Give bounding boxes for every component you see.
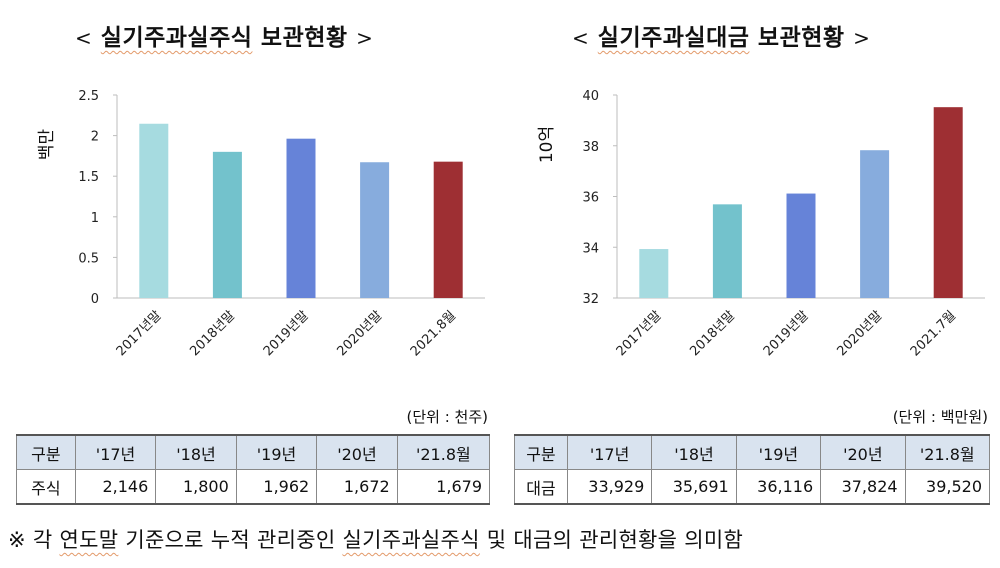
y-tick-label: 2.5 (78, 89, 99, 104)
title-open-bracket: < (75, 26, 93, 50)
x-tick-label: 2021.8월 (408, 308, 459, 359)
table-header-cell: 구분 (514, 434, 568, 470)
x-tick-label: 2017년말 (614, 308, 665, 359)
footnote-suffix: 및 대금의 관리현황을 의미함 (479, 528, 744, 552)
title-open-bracket: < (572, 26, 590, 50)
table-header-cell: '20년 (316, 434, 398, 470)
bar (433, 161, 463, 298)
left-unit-label: (단위 : 천주) (406, 408, 489, 426)
table-cell: 36,116 (735, 469, 822, 505)
title-main-text: 실기주과실주식 (100, 25, 253, 51)
table-header-row: 구분 '17년 '18년 '19년 '20년 '21.8월 (16, 434, 491, 470)
table-cell: 39,520 (904, 469, 991, 505)
table-header-cell: '18년 (155, 434, 237, 470)
footnote-middle: 기준으로 누적 관리중인 (118, 528, 343, 552)
table-header-cell: '21.8월 (396, 434, 491, 470)
footnote: ※ 각 연도말 기준으로 누적 관리중인 실기주과실주식 및 대금의 관리현황을… (8, 524, 743, 554)
table-row-header: 주식 (16, 469, 76, 505)
table-header-cell: '19년 (235, 434, 318, 470)
y-axis-label: 10억 (537, 126, 557, 163)
x-tick-label: 2019년말 (261, 308, 312, 359)
bar (212, 151, 242, 298)
table-header-cell: '20년 (820, 434, 906, 470)
y-tick-label: 36 (582, 191, 599, 206)
table-header-cell: 구분 (16, 434, 76, 470)
x-tick-label: 2018년말 (187, 308, 238, 359)
y-tick-label: 32 (582, 292, 599, 307)
y-tick-label: 34 (582, 241, 599, 256)
bar (286, 138, 316, 298)
table-header-cell: '19년 (735, 434, 822, 470)
y-tick-label: 1.5 (78, 170, 99, 185)
right-chart-title: < 실기주과실대금 보관현황 > (572, 18, 870, 52)
table-row: 주식 2,146 1,800 1,962 1,672 1,679 (16, 469, 491, 505)
table-header-cell: '18년 (651, 434, 737, 470)
table-cell: 1,800 (155, 469, 237, 505)
y-tick-label: 38 (582, 140, 599, 155)
right-data-table: 구분 '17년 '18년 '19년 '20년 '21.8월 대금 33,929 … (514, 434, 991, 505)
right-unit-label: (단위 : 백만원) (892, 408, 988, 426)
bar (639, 249, 669, 298)
y-tick-label: 40 (582, 89, 599, 104)
left-data-table: 구분 '17년 '18년 '19년 '20년 '21.8월 주식 2,146 1… (16, 434, 491, 505)
x-tick-label: 2018년말 (687, 308, 738, 359)
table-cell: 37,824 (820, 469, 906, 505)
table-cell: 35,691 (651, 469, 737, 505)
table-header-cell: '17년 (74, 434, 157, 470)
bar (860, 150, 890, 298)
x-tick-label: 2019년말 (761, 308, 812, 359)
bar (786, 193, 816, 298)
table-cell: 2,146 (74, 469, 157, 505)
table-header-row: 구분 '17년 '18년 '19년 '20년 '21.8월 (514, 434, 991, 470)
table-cell: 33,929 (566, 469, 653, 505)
y-tick-label: 0.5 (78, 251, 99, 266)
table-cell: 1,679 (396, 469, 491, 505)
title-tail-text: 보관현황 (757, 25, 845, 51)
x-tick-label: 2020년말 (835, 308, 886, 359)
bar (139, 123, 169, 298)
title-tail-text: 보관현황 (260, 25, 348, 51)
x-tick-label: 2017년말 (114, 308, 165, 359)
y-tick-label: 1 (91, 211, 99, 226)
footnote-prefix: ※ 각 (8, 528, 60, 552)
title-main-text: 실기주과실대금 (597, 25, 750, 51)
table-row: 대금 33,929 35,691 36,116 37,824 39,520 (514, 469, 991, 505)
title-close-bracket: > (853, 26, 871, 50)
footnote-underlined-2: 실기주과실주식 (342, 528, 480, 552)
table-cell: 1,962 (235, 469, 318, 505)
table-header-cell: '21.8월 (904, 434, 991, 470)
bar (933, 107, 963, 299)
y-tick-label: 2 (91, 130, 99, 145)
left-bar-chart: 백만 0 0.5 1 1.5 2 2.5 2017년말 2018년말 2019년말 2020년말 20… (37, 89, 485, 359)
right-bar-chart: 10억 32 34 36 38 40 2017년말 2018년말 2019년말 2020년말 202… (537, 89, 985, 359)
footnote-underlined-1: 연도말 (59, 528, 119, 552)
x-tick-label: 2020년말 (335, 308, 386, 359)
x-tick-label: 2021.7월 (908, 308, 959, 359)
table-cell: 1,672 (316, 469, 398, 505)
left-chart-title: < 실기주과실주식 보관현황 > (75, 18, 373, 52)
bar (712, 204, 742, 298)
title-close-bracket: > (356, 26, 374, 50)
y-tick-label: 0 (91, 292, 99, 307)
y-axis-label: 백만 (37, 129, 57, 161)
bar (360, 162, 390, 298)
table-header-cell: '17년 (566, 434, 653, 470)
table-row-header: 대금 (514, 469, 568, 505)
